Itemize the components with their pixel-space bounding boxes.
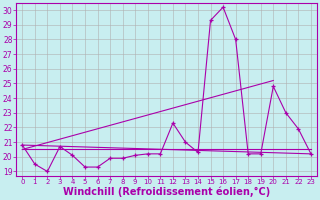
X-axis label: Windchill (Refroidissement éolien,°C): Windchill (Refroidissement éolien,°C) xyxy=(63,187,270,197)
